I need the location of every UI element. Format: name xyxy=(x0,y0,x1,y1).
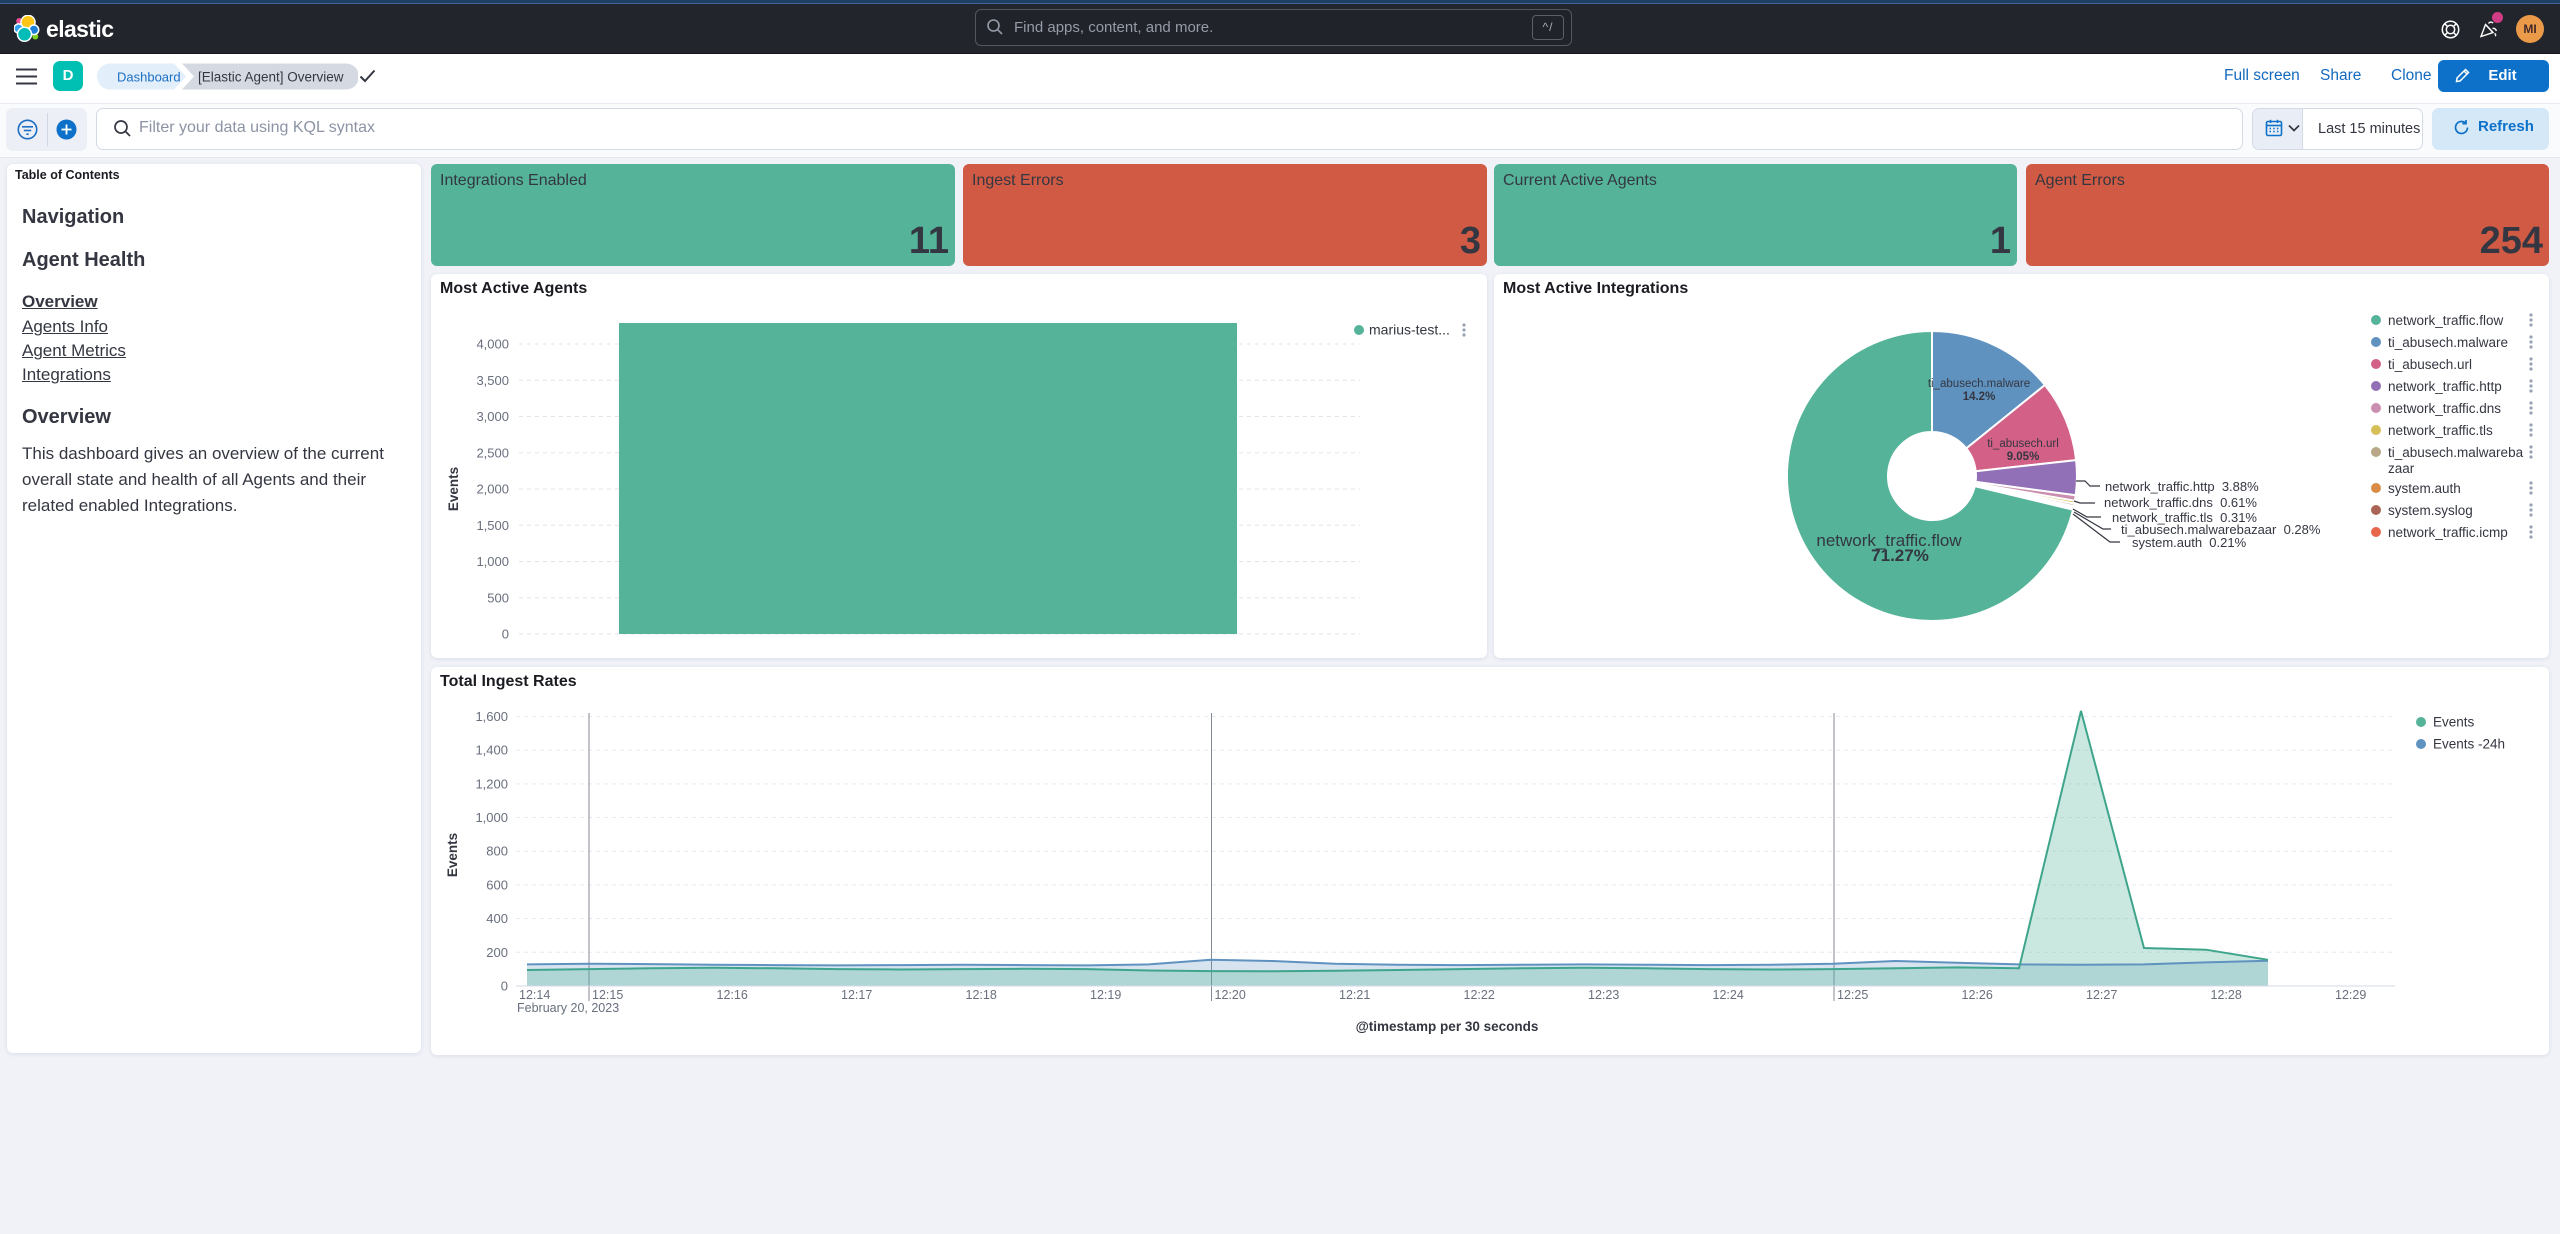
svg-text:500: 500 xyxy=(487,590,509,605)
svg-text:Events: Events xyxy=(446,467,461,511)
svg-text:12:22: 12:22 xyxy=(1464,988,1495,1002)
svg-text:1,600: 1,600 xyxy=(475,709,508,724)
svg-text:ti_abusech.malware: ti_abusech.malware xyxy=(1928,378,2030,390)
svg-text:12:25: 12:25 xyxy=(1837,988,1868,1002)
svg-text:system.syslog: system.syslog xyxy=(2388,503,2473,518)
svg-text:ti_abusech.malware: ti_abusech.malware xyxy=(2388,335,2508,350)
svg-text:1,500: 1,500 xyxy=(476,518,509,533)
svg-text:network_traffic.http: network_traffic.http xyxy=(2388,379,2502,394)
svg-text:ti_abusech.malwarebazaar 0.28: ti_abusech.malwarebazaar 0.28% xyxy=(2121,522,2321,537)
svg-text:network_traffic.flow: network_traffic.flow xyxy=(2388,313,2504,328)
svg-text:network_traffic.dns: network_traffic.dns xyxy=(2388,401,2501,416)
svg-text:0: 0 xyxy=(502,627,509,642)
svg-text:4,000: 4,000 xyxy=(476,337,509,352)
svg-text:network_traffic.tls: network_traffic.tls xyxy=(2388,423,2493,438)
svg-text:1,200: 1,200 xyxy=(475,776,508,791)
svg-text:network_traffic.http 3.88%: network_traffic.http 3.88% xyxy=(2105,479,2259,494)
svg-text:ti_abusech.url: ti_abusech.url xyxy=(1987,438,2059,450)
svg-text:400: 400 xyxy=(486,911,508,926)
svg-text:3,000: 3,000 xyxy=(476,409,509,424)
svg-text:200: 200 xyxy=(486,945,508,960)
svg-text:network_traffic.tls 0.31%: network_traffic.tls 0.31% xyxy=(2112,510,2257,525)
svg-text:14.2%: 14.2% xyxy=(1963,391,1996,403)
svg-text:network_traffic.icmp: network_traffic.icmp xyxy=(2388,525,2508,540)
svg-text:12:17: 12:17 xyxy=(841,988,872,1002)
svg-text:2,000: 2,000 xyxy=(476,482,509,497)
svg-text:3,500: 3,500 xyxy=(476,373,509,388)
svg-text:12:26: 12:26 xyxy=(1962,988,1993,1002)
svg-text:1,000: 1,000 xyxy=(476,554,509,569)
svg-text:0: 0 xyxy=(501,979,508,994)
svg-text:12:29: 12:29 xyxy=(2335,988,2366,1002)
svg-text:system.auth: system.auth xyxy=(2388,481,2461,496)
svg-text:12:14: 12:14 xyxy=(519,988,550,1002)
svg-text:ti_abusech.malwareba: ti_abusech.malwareba xyxy=(2388,445,2524,460)
svg-text:71.27%: 71.27% xyxy=(1871,546,1929,565)
svg-text:800: 800 xyxy=(486,844,508,859)
svg-text:Events: Events xyxy=(445,833,460,877)
svg-text:@timestamp per 30 seconds: @timestamp per 30 seconds xyxy=(1356,1019,1539,1034)
svg-text:12:21: 12:21 xyxy=(1339,988,1370,1002)
svg-text:ti_abusech.url: ti_abusech.url xyxy=(2388,357,2472,372)
svg-text:1,400: 1,400 xyxy=(475,743,508,758)
svg-text:12:19: 12:19 xyxy=(1090,988,1121,1002)
svg-text:Dashboard: Dashboard xyxy=(117,70,181,85)
svg-text:12:27: 12:27 xyxy=(2086,988,2117,1002)
svg-text:12:18: 12:18 xyxy=(966,988,997,1002)
svg-text:600: 600 xyxy=(486,877,508,892)
svg-text:marius-test...: marius-test... xyxy=(1369,322,1450,338)
svg-text:12:15: 12:15 xyxy=(592,988,623,1002)
svg-text:system.auth 0.21%: system.auth 0.21% xyxy=(2132,535,2247,550)
svg-text:12:24: 12:24 xyxy=(1713,988,1744,1002)
svg-text:1,000: 1,000 xyxy=(475,810,508,825)
svg-text:February 20, 2023: February 20, 2023 xyxy=(517,1001,619,1015)
svg-text:12:23: 12:23 xyxy=(1588,988,1619,1002)
svg-text:network_traffic.flow: network_traffic.flow xyxy=(1816,531,1962,550)
svg-text:network_traffic.dns 0.61%: network_traffic.dns 0.61% xyxy=(2104,495,2257,510)
svg-text:12:16: 12:16 xyxy=(717,988,748,1002)
svg-text:2,500: 2,500 xyxy=(476,445,509,460)
svg-text:zaar: zaar xyxy=(2388,461,2415,476)
svg-text:[Elastic Agent] Overview: [Elastic Agent] Overview xyxy=(198,70,344,85)
svg-text:9.05%: 9.05% xyxy=(2007,451,2040,463)
svg-text:Events -24h: Events -24h xyxy=(2433,737,2505,752)
svg-text:12:20: 12:20 xyxy=(1215,988,1246,1002)
svg-text:12:28: 12:28 xyxy=(2211,988,2242,1002)
svg-text:Events: Events xyxy=(2433,715,2475,730)
